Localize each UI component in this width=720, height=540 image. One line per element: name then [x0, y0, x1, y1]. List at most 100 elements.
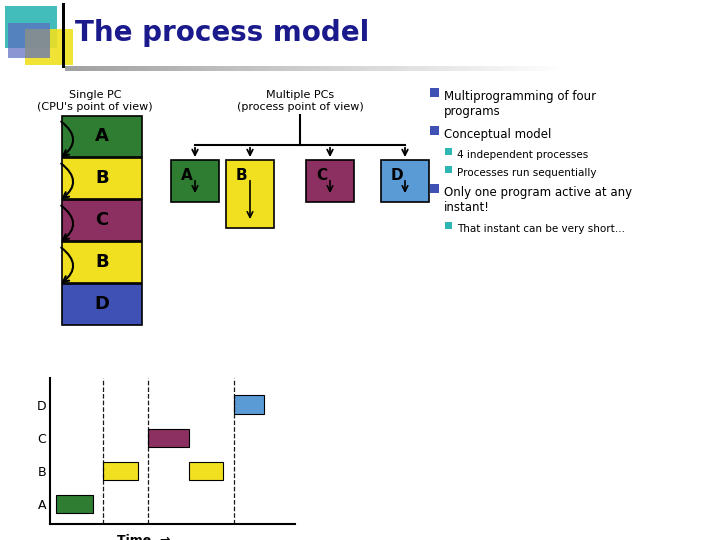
Bar [231, 66, 232, 71]
Bar [404, 66, 405, 71]
Bar [485, 66, 486, 71]
Bar [416, 66, 417, 71]
Bar [552, 66, 553, 71]
Bar [516, 66, 517, 71]
Bar [326, 66, 327, 71]
Bar [307, 66, 308, 71]
Bar [309, 66, 310, 71]
Bar [280, 66, 281, 71]
Bar [692, 66, 693, 71]
Bar [640, 66, 641, 71]
Bar [190, 66, 191, 71]
Bar [459, 66, 460, 71]
Bar [274, 66, 275, 71]
Bar [386, 66, 387, 71]
Bar [642, 66, 643, 71]
Bar [299, 66, 300, 71]
Bar [512, 66, 513, 71]
Bar [445, 66, 446, 71]
Bar [619, 66, 620, 71]
Bar [462, 66, 463, 71]
Bar [591, 66, 592, 71]
Bar [373, 66, 374, 71]
Bar [372, 66, 373, 71]
Bar [523, 66, 524, 71]
Bar [289, 66, 290, 71]
Bar [425, 66, 426, 71]
Bar [88, 66, 89, 71]
Bar [655, 66, 656, 71]
Bar [225, 66, 226, 71]
Bar [572, 66, 573, 71]
Bar [204, 66, 205, 71]
Bar [430, 66, 431, 71]
Bar [704, 66, 705, 71]
Bar [266, 66, 267, 71]
Bar [469, 66, 470, 71]
Bar [456, 66, 457, 71]
Bar [528, 66, 529, 71]
Bar [671, 66, 672, 71]
Bar [107, 66, 108, 71]
Bar [103, 66, 104, 71]
Bar [223, 66, 224, 71]
Bar [554, 66, 555, 71]
Bar [263, 66, 264, 71]
Bar [362, 66, 363, 71]
Bar [594, 66, 595, 71]
Bar [409, 66, 410, 71]
Bar [73, 66, 74, 71]
Bar [546, 66, 547, 71]
Bar [184, 66, 185, 71]
Bar [208, 66, 209, 71]
Bar [688, 66, 689, 71]
Bar [566, 66, 567, 71]
Bar [634, 66, 635, 71]
Bar [287, 66, 288, 71]
Bar [109, 66, 110, 71]
Bar [166, 66, 167, 71]
Bar [685, 66, 686, 71]
Bar [305, 66, 306, 71]
Bar [77, 66, 78, 71]
Bar [650, 66, 651, 71]
Bar [283, 66, 284, 71]
Bar [541, 66, 542, 71]
Bar [324, 66, 325, 71]
Text: C: C [95, 212, 109, 230]
Bar [534, 66, 535, 71]
Bar [189, 462, 223, 480]
Bar [711, 66, 712, 71]
Bar [295, 66, 296, 71]
Bar [62, 158, 142, 199]
Bar [233, 66, 234, 71]
Bar [317, 66, 318, 71]
Bar [668, 66, 669, 71]
Text: Multiple PCs
(process point of view): Multiple PCs (process point of view) [237, 90, 364, 111]
Bar [397, 66, 398, 71]
Bar [428, 66, 429, 71]
Bar [360, 66, 361, 71]
Bar [538, 66, 539, 71]
Bar [158, 66, 159, 71]
Bar [182, 66, 183, 71]
Bar [598, 66, 599, 71]
Bar [520, 66, 521, 71]
Bar [461, 66, 462, 71]
Bar [431, 66, 432, 71]
Bar [681, 66, 682, 71]
Bar [507, 66, 508, 71]
Bar [504, 66, 505, 71]
Bar [605, 66, 606, 71]
Bar [513, 66, 514, 71]
Bar [195, 66, 196, 71]
Bar [481, 66, 482, 71]
Bar [412, 66, 413, 71]
Bar [164, 66, 165, 71]
Bar [707, 66, 708, 71]
Bar [239, 66, 240, 71]
Bar [371, 66, 372, 71]
Bar [318, 66, 319, 71]
Bar [678, 66, 679, 71]
Bar [332, 66, 333, 71]
